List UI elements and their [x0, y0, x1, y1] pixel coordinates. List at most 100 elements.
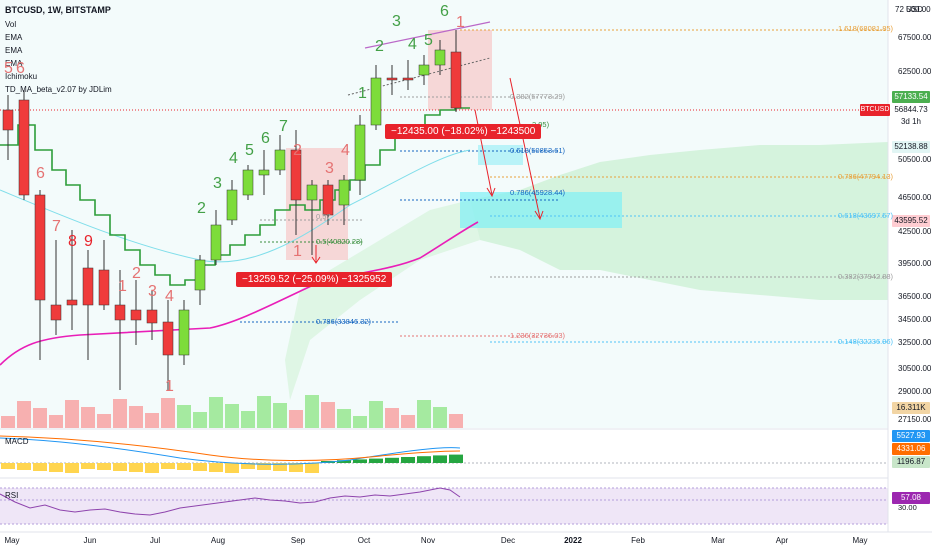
fib-label: 0.382(57773.29): [510, 92, 566, 101]
volume-bar: [193, 412, 207, 428]
macd-hist-bar: [305, 463, 319, 473]
macd-hist-bar: [81, 463, 95, 469]
trend-line-purple: [364, 21, 491, 49]
indicator-ema-1[interactable]: EMA: [5, 33, 23, 42]
x-tick: 2022: [564, 536, 582, 545]
td-number: 1: [358, 85, 367, 102]
td-number: 5: [424, 32, 433, 49]
volume-bar: [1, 416, 15, 428]
indicator-td-ma[interactable]: TD_MA_beta_v2.07 by JDLim: [5, 85, 112, 94]
x-tick: Apr: [775, 536, 789, 545]
ichimoku-cloud-left: [285, 200, 480, 400]
volume-bar: [337, 409, 351, 428]
symbol-title[interactable]: BTCUSD, 1W, BITSTAMP: [5, 5, 111, 15]
volume-bar: [433, 407, 447, 428]
price-tag: 43595.52: [892, 215, 930, 227]
target-box-lower: [460, 192, 622, 228]
x-tick: May: [852, 536, 868, 545]
candle-body: [258, 169, 270, 176]
candle-body: [418, 64, 430, 76]
x-tick: Dec: [500, 536, 516, 545]
indicator-vol[interactable]: Vol: [5, 20, 17, 29]
rsi-band: [0, 488, 888, 524]
td-number: 8: [68, 233, 77, 250]
candle-body: [290, 149, 302, 201]
macd-hist-bar: [129, 463, 143, 472]
candle-body: [274, 149, 286, 171]
currency-label: USD: [906, 5, 923, 14]
x-tick: Jun: [83, 536, 97, 545]
y-tick: 30500.00: [898, 364, 932, 373]
x-tick: Oct: [357, 536, 371, 545]
fib-label: 1.236(32736.03): [510, 331, 566, 340]
candle-body: [50, 304, 62, 321]
indicator-ema-3[interactable]: EMA: [5, 59, 23, 68]
volume-bar: [225, 404, 239, 428]
candle-body: [226, 189, 238, 221]
candle-body: [194, 259, 206, 291]
macd-label[interactable]: MACD: [5, 437, 29, 446]
x-tick: Mar: [711, 536, 725, 545]
candle-body: [130, 309, 142, 321]
td-number: 6: [36, 165, 45, 182]
candles: [2, 30, 462, 390]
candle-body: [82, 267, 94, 306]
fib-lines: [240, 29, 888, 343]
td-number: 4: [229, 150, 238, 167]
candle-body: [162, 321, 174, 356]
fib-label: 0.57: [316, 212, 331, 221]
volume-bar: [17, 401, 31, 428]
x-tick: Sep: [290, 536, 306, 545]
td-number: 1: [165, 378, 174, 395]
x-tick: Jul: [149, 536, 161, 545]
volume-bar: [241, 411, 255, 428]
price-tag: 56844.73: [892, 104, 930, 116]
volume-bar: [289, 410, 303, 428]
y-tick: 72 500.00: [895, 5, 931, 14]
volume-bar: [209, 397, 223, 428]
y-tick: 67500.00: [898, 33, 932, 42]
volume-tag: 16.311K: [892, 402, 930, 414]
macd-hist-bar: [17, 463, 31, 470]
macd-hist-bar: [113, 463, 127, 471]
td-number: 6: [261, 130, 270, 147]
x-tick: Feb: [631, 536, 645, 545]
td-number: 4: [341, 142, 350, 159]
candle-body: [242, 169, 254, 196]
td-number: 4: [408, 36, 417, 53]
rsi-label[interactable]: RSI: [5, 491, 19, 500]
macd-tag: 5527.93: [892, 430, 930, 442]
indicator-ema-2[interactable]: EMA: [5, 46, 23, 55]
y-tick: 62500.00: [898, 67, 932, 76]
macd-hist-bar: [417, 456, 431, 463]
candle-body: [34, 194, 46, 301]
y-tick: 27150.00: [898, 415, 932, 424]
y-tick: 34500.00: [898, 315, 932, 324]
indicator-ichimoku[interactable]: Ichimoku: [5, 72, 38, 81]
candle-body: [210, 224, 222, 261]
macd-hist-bar: [145, 463, 159, 473]
volume-bar: [129, 406, 143, 428]
td-number: 2: [293, 142, 302, 159]
volume-bar: [145, 413, 159, 428]
ichimoku-cloud: [470, 142, 888, 300]
td-number: 3: [325, 160, 334, 177]
candle-body: [178, 309, 190, 356]
candle-body: [306, 184, 318, 201]
td-number: 4: [165, 288, 174, 305]
candle-body: [2, 109, 14, 131]
macd-hist-bar: [161, 463, 175, 469]
td-number: 1: [293, 243, 302, 260]
macd-hist-bar: [97, 463, 111, 470]
candle-body: [114, 304, 126, 321]
td-number: 7: [279, 118, 288, 135]
volume-bar: [113, 399, 127, 428]
macd-hist-bar: [193, 463, 207, 471]
volume-bar: [65, 400, 79, 428]
hist-tag: 1196.87: [892, 456, 930, 468]
volume-bar: [273, 403, 287, 428]
rsi-level-tick: 30.00: [898, 503, 917, 512]
measure-label-mid: −13259.52 (−25.09%) −1325952: [236, 272, 393, 287]
macd-signal-line: [0, 435, 461, 462]
